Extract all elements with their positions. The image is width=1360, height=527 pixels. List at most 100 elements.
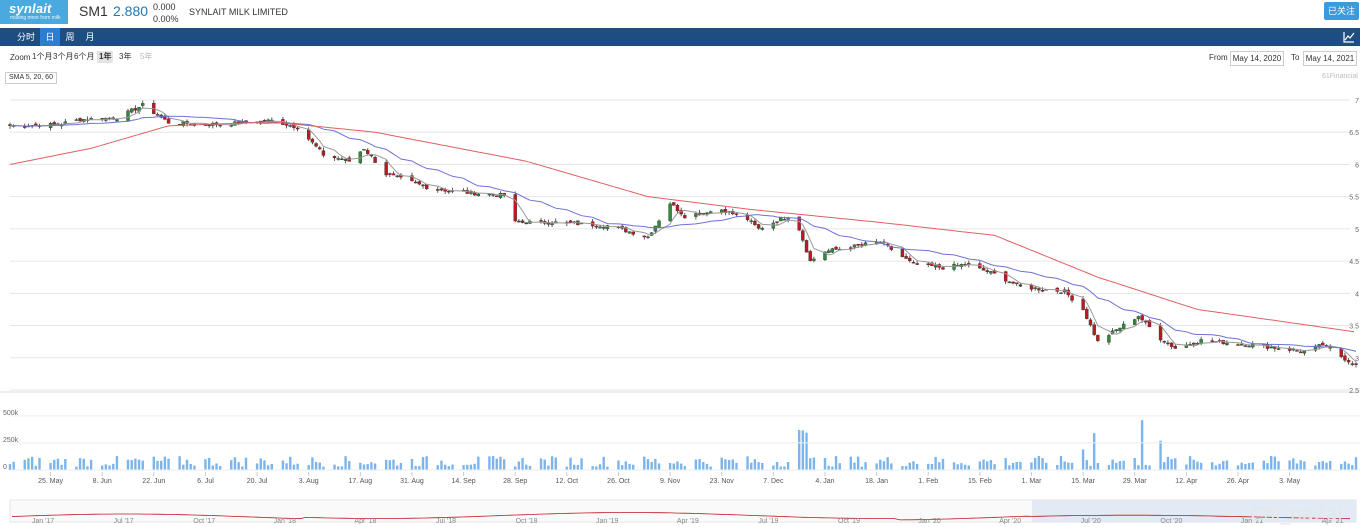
volume-bar <box>1041 458 1044 470</box>
volume-bar <box>1166 456 1170 470</box>
volume-bar <box>1343 461 1347 470</box>
volume-bar <box>849 456 852 470</box>
volume-bar <box>440 460 443 470</box>
candle-body <box>1346 360 1351 363</box>
volume-bar <box>152 456 156 470</box>
volume-bar <box>904 466 908 470</box>
candle-body <box>1070 295 1074 301</box>
volume-bar <box>890 463 893 470</box>
volume-bar <box>1159 440 1162 470</box>
volume-bar <box>646 459 650 470</box>
volume-bar <box>1137 465 1140 470</box>
zoom-3m-button[interactable]: 3个月 <box>53 52 74 61</box>
candle-body <box>1354 363 1358 365</box>
period-nav: 分时 日 周 月 <box>0 28 1360 46</box>
candle-body <box>1225 342 1229 346</box>
candle-body <box>229 125 233 127</box>
volume-bar <box>809 458 812 470</box>
volume-bar <box>783 466 786 470</box>
volume-bar <box>344 456 347 470</box>
volume-bar <box>831 466 834 470</box>
change-value: 0.000 <box>153 2 176 12</box>
volume-bar <box>56 458 60 470</box>
candle-body <box>439 188 444 191</box>
volume-bar <box>1011 462 1015 470</box>
zoom-1m-button[interactable]: 1个月 <box>32 52 53 61</box>
volume-bar <box>886 457 889 470</box>
candle-body <box>115 119 119 122</box>
candle-body <box>410 175 414 182</box>
candle-body <box>1011 281 1015 284</box>
navigator-label: Jul '17 <box>114 518 134 525</box>
candle-body <box>860 244 864 246</box>
volume-bar <box>134 458 137 470</box>
volume-bar <box>727 459 731 470</box>
volume-bar <box>1314 465 1317 470</box>
volume-bar <box>547 465 550 470</box>
watermark: Chi_na2ai <box>1250 503 1343 525</box>
zoom-5y-button[interactable]: 5年 <box>140 52 153 61</box>
candle-body <box>550 223 554 225</box>
x-tick-label: 4. Jan <box>815 478 834 485</box>
volume-bar <box>100 465 104 470</box>
candle-body <box>491 194 495 196</box>
volume-bar <box>993 464 996 470</box>
candle-body <box>498 193 503 198</box>
navigator-label: Jan '20 <box>918 518 940 525</box>
tab-monthly[interactable]: 月 <box>85 32 95 42</box>
volume-bar <box>827 465 830 470</box>
x-tick-label: 23. Nov <box>710 478 735 485</box>
tab-intraday[interactable]: 分时 <box>16 32 35 42</box>
volume-bar <box>1354 457 1358 470</box>
volume-bar <box>1063 461 1066 470</box>
volume-bar <box>838 463 841 470</box>
candle-body <box>207 124 211 127</box>
to-date-input[interactable]: May 14, 2021 <box>1303 51 1357 66</box>
volume-bar <box>1240 462 1243 470</box>
volume-bar <box>1266 463 1269 470</box>
candle-body <box>288 125 292 127</box>
follow-button[interactable]: 已关注 <box>1324 2 1359 20</box>
volume-bar <box>698 459 701 470</box>
volume-bar <box>78 458 82 470</box>
line-chart-icon[interactable] <box>1342 30 1356 44</box>
company-logo[interactable]: synlait making more from milk <box>0 0 68 24</box>
y-tick-label: 5 <box>1355 227 1359 234</box>
volume-bar <box>1144 464 1148 470</box>
zoom-1y-button[interactable]: 1年 <box>97 51 114 63</box>
volume-bar <box>388 460 392 470</box>
x-tick-label: 31. Aug <box>400 478 424 485</box>
navigator-label: Oct '19 <box>838 518 860 525</box>
sma-legend[interactable]: SMA 5, 20, 60 <box>5 72 57 84</box>
zoom-3y-button[interactable]: 3年 <box>119 52 132 61</box>
candle-body <box>985 270 989 272</box>
volume-bar <box>53 459 56 470</box>
volume-bar <box>823 458 827 470</box>
candle-body <box>513 194 517 222</box>
candle-body <box>218 124 222 127</box>
candle-body <box>362 149 366 151</box>
volume-bar <box>598 464 602 470</box>
candle-body <box>166 118 171 124</box>
volume-bar <box>396 465 399 470</box>
volume-bar <box>927 463 930 470</box>
candle-body <box>417 181 422 185</box>
volume-bar <box>525 464 528 470</box>
volume-bar <box>595 466 598 470</box>
navigator-label: Jan '21 <box>1241 518 1263 525</box>
tab-weekly[interactable]: 周 <box>65 32 75 42</box>
tab-daily[interactable]: 日 <box>40 28 60 46</box>
volume-bar <box>436 465 439 470</box>
x-tick-label: 17. Aug <box>348 478 372 485</box>
volume-bar <box>1056 465 1059 470</box>
candle-body <box>779 217 783 222</box>
volume-bar <box>384 459 388 470</box>
candle-body <box>915 263 919 265</box>
volume-bar <box>495 458 498 470</box>
volume-bar <box>676 461 679 470</box>
zoom-6m-button[interactable]: 6个月 <box>74 52 95 61</box>
volume-bar <box>410 458 414 470</box>
volume-bar <box>1030 462 1033 470</box>
from-date-input[interactable]: May 14, 2020 <box>1230 51 1284 66</box>
